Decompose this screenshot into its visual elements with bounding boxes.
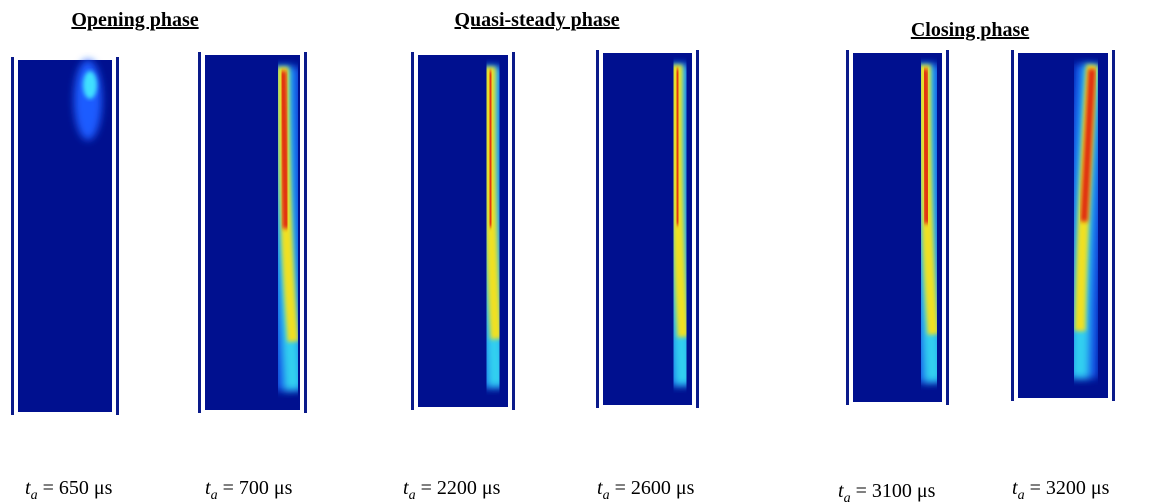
time-subscript: a [31, 488, 38, 503]
time-value: = 2600 μs [615, 477, 695, 499]
image-panel [198, 52, 311, 413]
side-bar [1011, 50, 1014, 401]
time-value: = 2200 μs [421, 477, 501, 499]
time-symbol: t [25, 477, 31, 499]
time-label: ta = 3100 μs [838, 480, 936, 504]
side-bar [846, 50, 849, 405]
side-bar [512, 52, 515, 410]
time-subscript: a [211, 488, 218, 503]
plume-core [673, 68, 682, 226]
time-subscript: a [1018, 488, 1025, 503]
side-bar [696, 50, 699, 408]
time-subscript: a [409, 488, 416, 503]
side-bar [11, 57, 14, 415]
side-bar [411, 52, 414, 410]
time-label: ta = 2200 μs [403, 477, 501, 503]
time-subscript: a [603, 488, 610, 503]
image-panel [596, 50, 701, 408]
side-bar [116, 57, 119, 415]
header: Opening phase [71, 9, 198, 31]
time-symbol: t [838, 480, 844, 502]
time-label: ta = 650 μs [25, 477, 113, 503]
time-symbol: t [205, 477, 211, 499]
plume-core [1080, 68, 1096, 222]
plume-core [921, 68, 931, 224]
image-panel [11, 57, 119, 415]
time-value: = 650 μs [43, 477, 113, 499]
time-label: ta = 700 μs [205, 477, 293, 503]
plume [83, 71, 97, 99]
side-bar [1112, 50, 1115, 401]
time-symbol: t [403, 477, 409, 499]
plume-core [279, 70, 290, 229]
time-value: = 3200 μs [1030, 477, 1110, 499]
time-subscript: a [844, 491, 851, 504]
side-bar [596, 50, 599, 408]
time-label: ta = 2600 μs [597, 477, 695, 503]
header: Closing phase [911, 19, 1029, 41]
side-bar [946, 50, 949, 405]
plume-core [486, 70, 495, 228]
image-panel [411, 52, 515, 410]
time-value: = 3100 μs [856, 480, 936, 502]
header: Quasi-steady phase [454, 9, 619, 31]
time-value: = 700 μs [223, 477, 293, 499]
panels [11, 50, 1115, 415]
time-symbol: t [1012, 477, 1018, 499]
side-bar [304, 52, 307, 413]
image-panel [1011, 50, 1115, 401]
side-bar [198, 52, 201, 413]
time-symbol: t [597, 477, 603, 499]
time-label: ta = 3200 μs [1012, 477, 1110, 503]
image-panel [846, 50, 951, 405]
